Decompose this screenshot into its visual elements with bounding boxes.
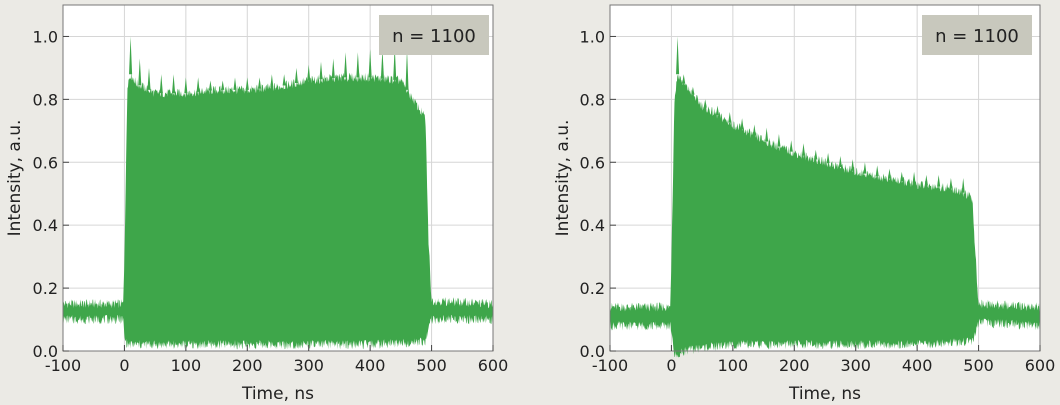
x-tick-label: -100	[592, 356, 628, 375]
signal-peak	[356, 52, 360, 78]
annotation-label: n = 1100	[935, 26, 1019, 47]
signal-peak	[344, 52, 348, 78]
x-tick-label: 600	[1025, 356, 1056, 375]
signal-peak	[233, 77, 237, 90]
signal-area	[63, 36, 493, 350]
plot-frame	[609, 4, 1041, 352]
signal-peak	[319, 61, 323, 80]
y-tick-label: 1.0	[580, 27, 605, 46]
signal-peak	[912, 171, 916, 184]
signal-peak	[826, 152, 830, 164]
signal-peak	[147, 67, 151, 90]
right-chart-panel: -100 0 100 200 300 400 500 600 0.0 0.2 0.4 0.6 0.8 1.…	[553, 4, 1056, 404]
signal-peak	[801, 143, 806, 156]
annotation-box: n = 1100	[922, 15, 1032, 55]
x-tick-label: 0	[119, 356, 129, 375]
signal-peak	[245, 77, 249, 90]
y-tick-label: 0.6	[580, 153, 605, 172]
signal-peak	[221, 80, 225, 90]
signal-peak	[715, 105, 720, 116]
x-tick-label: 400	[902, 356, 933, 375]
signal-peak	[270, 74, 274, 88]
y-tick-label: 0.4	[33, 216, 58, 235]
y-tick-label: 0.8	[33, 90, 58, 109]
y-tick-label: 0.8	[580, 90, 605, 109]
y-tick-label: 0.4	[580, 216, 605, 235]
signal-peak	[129, 36, 133, 75]
signal-peak	[196, 77, 200, 92]
signal-peak	[282, 74, 286, 86]
x-tick-label: 100	[171, 356, 202, 375]
signal-peak	[393, 45, 397, 80]
signal-peak	[159, 74, 163, 94]
signal-peak	[331, 58, 335, 78]
signal-peak	[405, 49, 409, 90]
left-chart-panel: -100 0 100 200 300 400 500 600 0.0 0.2 0.4 0.6 0.8 1.…	[5, 4, 509, 404]
y-tick-label: 0.6	[33, 153, 58, 172]
x-tick-label: 100	[718, 356, 749, 375]
signal-peak	[728, 111, 732, 123]
signal-peak	[138, 58, 142, 86]
signal-peak	[838, 155, 842, 167]
y-tick-label: 0.0	[580, 342, 605, 361]
signal-peak	[814, 149, 818, 160]
axes: -100 0 100 200 300 400 500 600 0.0 0.2 0.4 0.6 0.8 1.…	[33, 4, 509, 375]
x-axis-label: Time, ns	[241, 384, 314, 404]
signal-peak	[900, 171, 904, 182]
signal-peak	[258, 77, 262, 89]
axes: -100 0 100 200 300 400 500 600 0.0 0.2 0.4 0.6 0.8 1.…	[580, 4, 1056, 375]
signal-peak	[703, 99, 707, 108]
signal-peak	[851, 159, 855, 171]
signal-peak	[691, 86, 695, 95]
x-tick-label: 200	[779, 356, 810, 375]
x-tick-label: 300	[840, 356, 871, 375]
signal-peak	[887, 168, 892, 179]
x-tick-label: 200	[232, 356, 263, 375]
signal-peak	[676, 36, 680, 75]
signal-area	[610, 36, 1040, 358]
signal-peak	[961, 178, 965, 193]
signal-peak	[789, 140, 793, 152]
y-tick-label: 1.0	[33, 27, 58, 46]
signal-peak	[875, 165, 879, 177]
y-tick-label: 0.0	[33, 342, 58, 361]
signal-peak	[740, 118, 744, 130]
x-tick-label: 300	[293, 356, 324, 375]
signal-peak	[368, 49, 372, 78]
signal-peak	[765, 127, 769, 142]
signal-peak	[924, 174, 928, 186]
x-tick-label: 400	[355, 356, 386, 375]
annotation-box: n = 1100	[379, 15, 489, 55]
y-axis-label: Intensity, a.u.	[5, 120, 25, 237]
x-axis-label: Time, ns	[788, 384, 861, 404]
signal-peak	[208, 80, 212, 91]
signal-peak	[172, 74, 176, 94]
signal-peak	[752, 124, 756, 136]
signal-peak	[380, 49, 384, 79]
signal-peak	[682, 74, 686, 84]
x-tick-label: 500	[416, 356, 447, 375]
plot-frame	[62, 4, 494, 352]
signal-peak	[184, 77, 188, 94]
signal-envelope	[610, 74, 1040, 358]
x-tick-label: 0	[666, 356, 676, 375]
signal-peak	[307, 64, 311, 81]
signal-peak	[949, 178, 953, 189]
x-tick-label: 600	[478, 356, 509, 375]
x-tick-label: -100	[45, 356, 81, 375]
signal-peak	[777, 133, 781, 147]
y-tick-label: 0.2	[33, 279, 58, 298]
annotation-label: n = 1100	[392, 26, 476, 47]
y-axis-label: Intensity, a.u.	[553, 120, 573, 237]
signal-peak	[937, 174, 941, 187]
signal-envelope	[63, 71, 493, 350]
signal-peak	[863, 162, 867, 174]
x-tick-label: 500	[963, 356, 994, 375]
y-tick-label: 0.2	[580, 279, 605, 298]
signal-peak	[294, 67, 298, 84]
